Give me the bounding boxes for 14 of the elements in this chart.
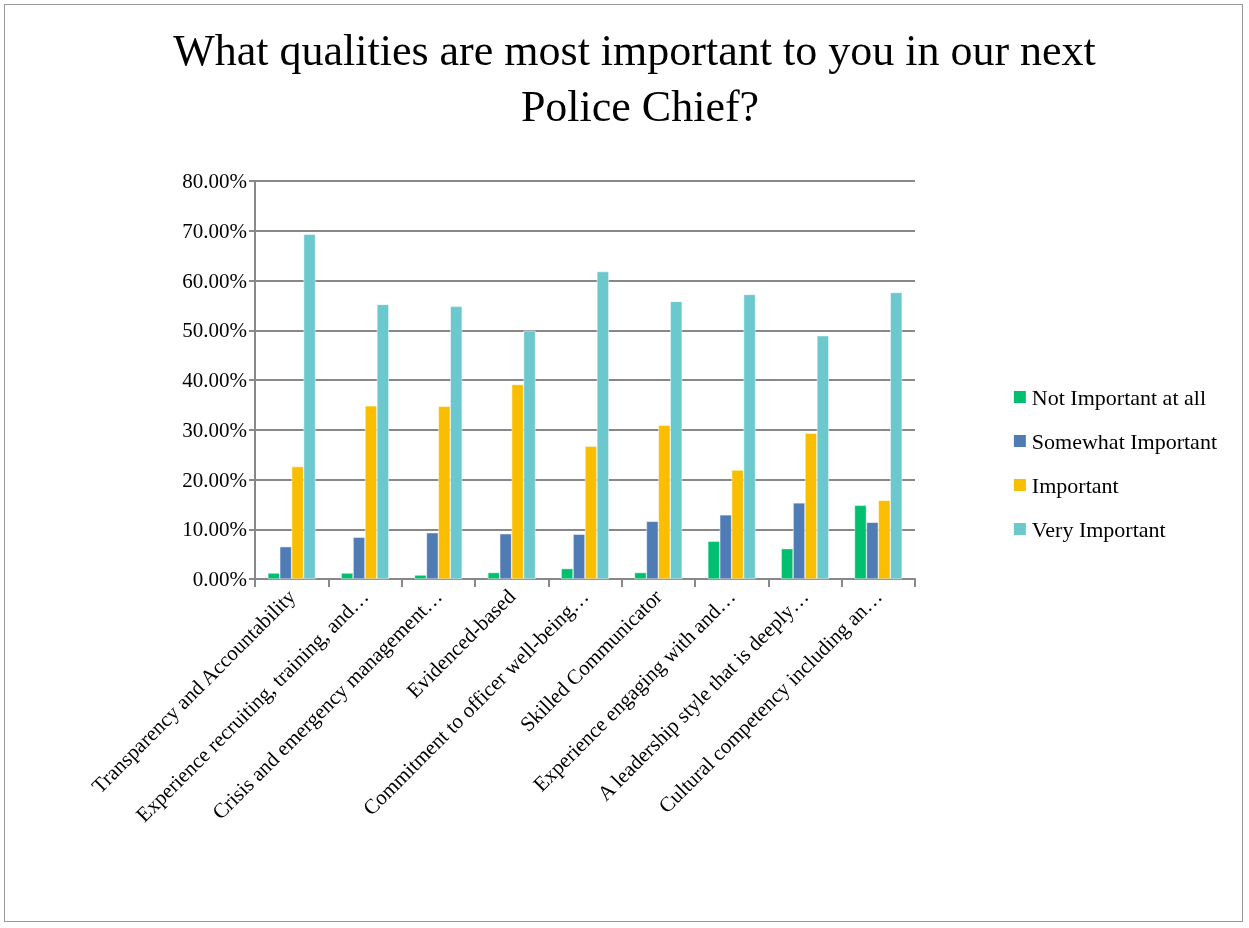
y-tick-label: 40.00% (182, 368, 247, 392)
y-tick-label: 0.00% (192, 567, 247, 591)
y-tick-label: 60.00% (182, 268, 247, 293)
legend-label: Somewhat Important (1031, 428, 1218, 454)
legend-label: Very Important (1031, 516, 1166, 542)
y-tick-label: 20.00% (182, 467, 247, 492)
y-tick-label: 50.00% (182, 318, 247, 343)
y-tick-label: 70.00% (182, 218, 247, 243)
y-tick-label: 80.00% (182, 169, 247, 193)
legend-label: Important (1031, 472, 1119, 498)
y-tick-label: 10.00% (182, 517, 247, 542)
chart-title: What qualities are most important to you in our next Police Chief? (173, 25, 1107, 131)
y-tick-label: 30.00% (182, 417, 247, 442)
legend-label: Not Important at all (1031, 384, 1206, 410)
